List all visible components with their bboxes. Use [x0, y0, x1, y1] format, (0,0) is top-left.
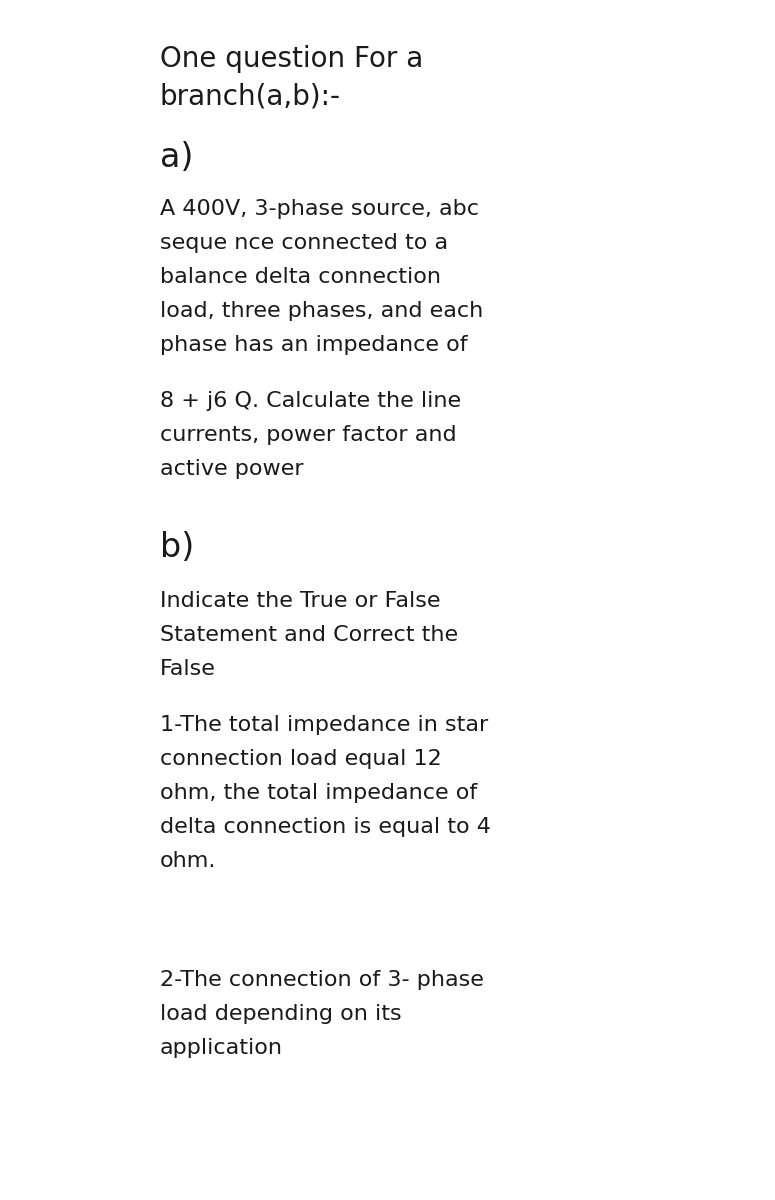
- Text: load, three phases, and each: load, three phases, and each: [160, 301, 484, 320]
- Text: phase has an impedance of: phase has an impedance of: [160, 335, 467, 355]
- Text: ohm.: ohm.: [160, 851, 216, 871]
- Text: One question For a: One question For a: [160, 44, 423, 73]
- Text: Indicate the True or False: Indicate the True or False: [160, 590, 440, 611]
- Text: connection load equal 12: connection load equal 12: [160, 749, 442, 769]
- Text: application: application: [160, 1038, 283, 1058]
- Text: Statement and Correct the: Statement and Correct the: [160, 625, 458, 646]
- Text: balance delta connection: balance delta connection: [160, 266, 441, 287]
- Text: b): b): [160, 530, 195, 564]
- Text: branch(a,b):-: branch(a,b):-: [160, 83, 341, 110]
- Text: delta connection is equal to 4: delta connection is equal to 4: [160, 817, 491, 838]
- Text: seque nce connected to a: seque nce connected to a: [160, 233, 448, 253]
- Text: active power: active power: [160, 460, 304, 479]
- Text: False: False: [160, 659, 216, 679]
- Text: 8 + j6 Q. Calculate the line: 8 + j6 Q. Calculate the line: [160, 391, 461, 410]
- Text: 1-The total impedance in star: 1-The total impedance in star: [160, 715, 488, 734]
- Text: ohm, the total impedance of: ohm, the total impedance of: [160, 782, 477, 803]
- Text: a): a): [160, 140, 194, 174]
- Text: currents, power factor and: currents, power factor and: [160, 425, 456, 445]
- Text: A 400V, 3-phase source, abc: A 400V, 3-phase source, abc: [160, 199, 479, 218]
- Text: 2-The connection of 3- phase: 2-The connection of 3- phase: [160, 970, 484, 990]
- Text: load depending on its: load depending on its: [160, 1004, 401, 1024]
